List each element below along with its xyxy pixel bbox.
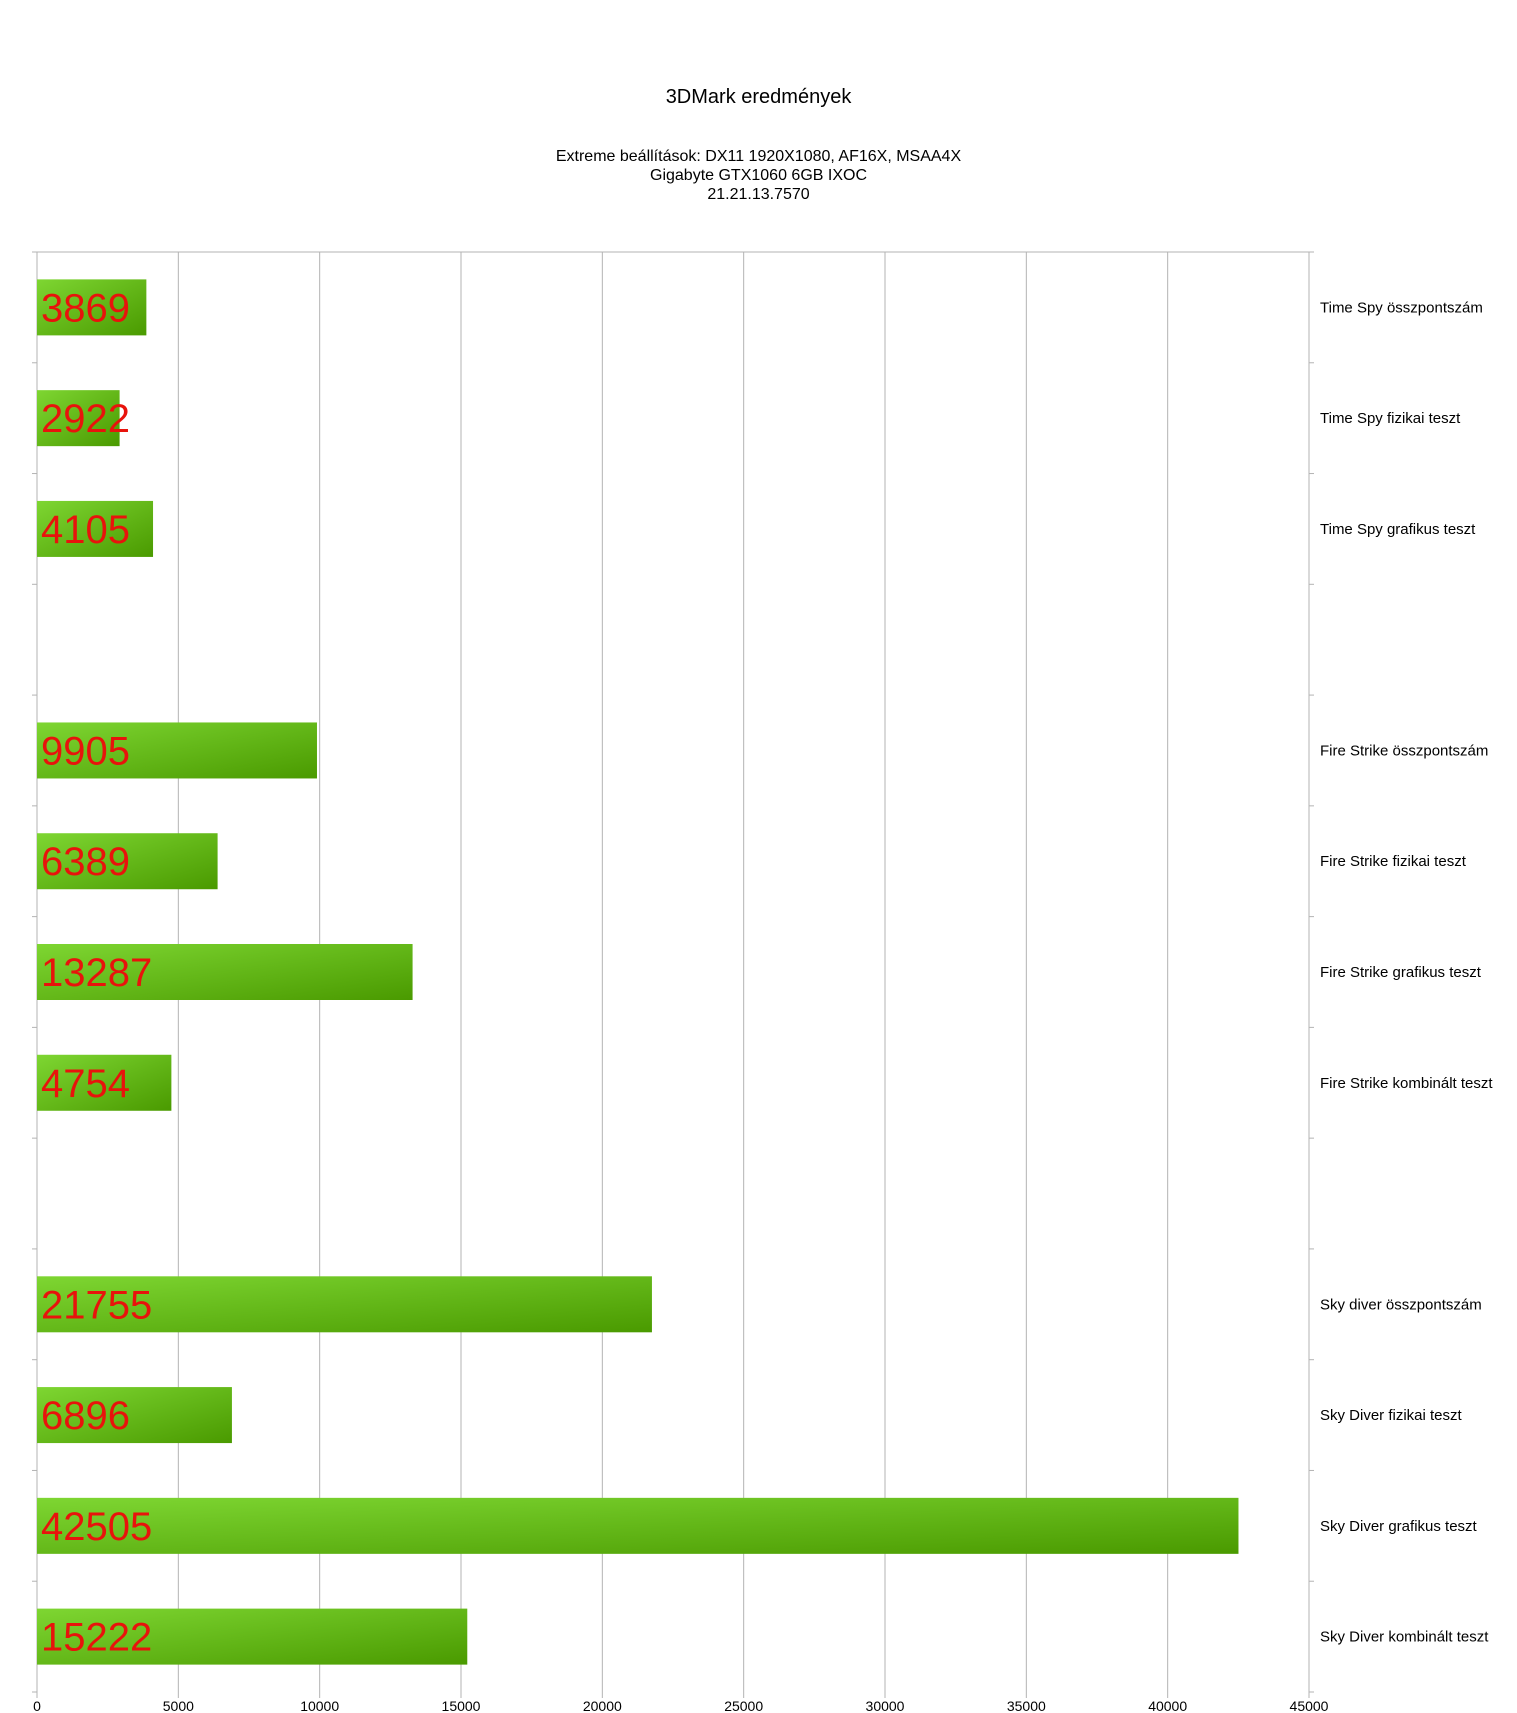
bar xyxy=(37,1054,172,1111)
bar-value-label: 13287 xyxy=(41,951,152,995)
bar-value-label: 15222 xyxy=(41,1616,152,1660)
bar-value-label: 6389 xyxy=(41,840,130,884)
chart-subtitle-line-1: Extreme beállítások: DX11 1920X1080, AF1… xyxy=(555,148,962,165)
x-tick-label: 30000 xyxy=(866,1698,905,1713)
bar xyxy=(37,722,317,779)
bar xyxy=(37,1497,1239,1554)
chart-subtitle-line-2: Gigabyte GTX1060 6GB IXOC xyxy=(650,167,867,184)
bar xyxy=(37,944,413,1000)
bar-value-label: 2922 xyxy=(41,397,130,441)
bar xyxy=(37,279,147,336)
bar xyxy=(37,1276,652,1333)
category-label: Fire Strike grafikus teszt xyxy=(1320,964,1482,981)
bar-value-label: 42505 xyxy=(41,1505,152,1549)
category-label: Time Spy grafikus teszt xyxy=(1320,521,1476,538)
bar xyxy=(37,1387,232,1444)
bar-value-label: 3869 xyxy=(41,286,130,330)
category-label: Sky Diver grafikus teszt xyxy=(1320,1518,1478,1535)
category-label: Time Spy fizikai teszt xyxy=(1320,410,1461,427)
category-label: Sky Diver kombinált teszt xyxy=(1320,1629,1489,1646)
x-tick-label: 0 xyxy=(33,1698,41,1713)
labels: 0 5000 10000 15000 20000 25000 30000 35000 40000… xyxy=(33,286,1493,1713)
category-label: Sky diver összpontszám xyxy=(1320,1296,1482,1313)
chart-title: 3DMark eredmények xyxy=(665,86,852,108)
x-tick-label: 45000 xyxy=(1290,1698,1329,1713)
bars xyxy=(37,279,1239,1665)
x-tick-label: 15000 xyxy=(442,1698,481,1713)
bar-value-label: 4105 xyxy=(41,508,130,552)
bar-value-label: 4754 xyxy=(41,1062,130,1106)
x-tick-label: 35000 xyxy=(1007,1698,1046,1713)
bar-value-label: 6896 xyxy=(41,1394,130,1438)
x-tick-label: 40000 xyxy=(1148,1698,1187,1713)
bar xyxy=(37,833,218,890)
bar-value-label: 9905 xyxy=(41,729,130,773)
x-tick-label: 5000 xyxy=(163,1698,194,1713)
category-label: Time Spy összpontszám xyxy=(1320,299,1483,316)
bar xyxy=(37,500,154,557)
bar-value-label: 21755 xyxy=(41,1283,152,1327)
category-label: Sky Diver fizikai teszt xyxy=(1320,1407,1463,1424)
x-tick-label: 10000 xyxy=(300,1698,339,1713)
bar xyxy=(37,390,120,447)
x-tick-label: 20000 xyxy=(583,1698,622,1713)
category-label: Fire Strike összpontszám xyxy=(1320,742,1488,759)
category-label: Fire Strike kombinált teszt xyxy=(1320,1075,1493,1092)
chart-subtitle-line-3: 21.21.13.7570 xyxy=(707,186,810,203)
category-label: Fire Strike fizikai teszt xyxy=(1320,853,1467,870)
x-tick-label: 25000 xyxy=(724,1698,763,1713)
bar xyxy=(37,1608,468,1665)
